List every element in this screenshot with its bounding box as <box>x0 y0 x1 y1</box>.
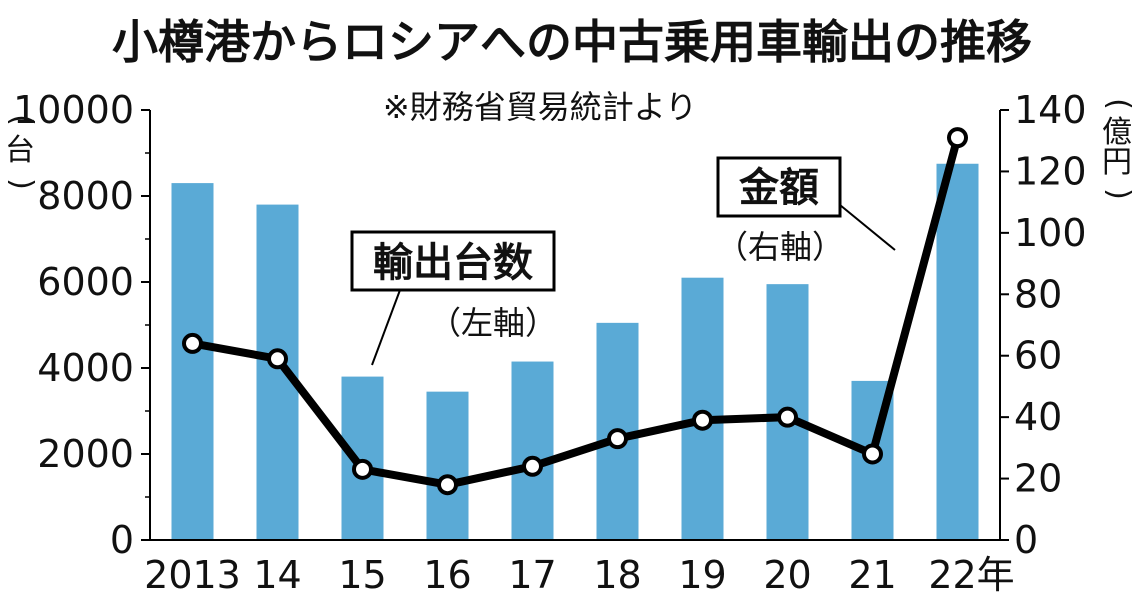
line-series <box>182 127 968 496</box>
bar-16 <box>426 391 469 540</box>
callout-amount-axis-note: （右軸） <box>716 228 844 266</box>
bar-series <box>171 163 979 540</box>
chart-subtitle: ※財務省貿易統計より <box>383 88 697 126</box>
right-unit-char: ( <box>1101 98 1136 110</box>
right-tick-label: 60 <box>1014 334 1062 378</box>
x-label-18: 18 <box>593 553 641 597</box>
amount-point-15 <box>352 458 373 480</box>
amount-point-19 <box>692 409 713 431</box>
left-tick-label: 6000 <box>37 260 134 304</box>
chart-title: 小樽港からロシアへの中古乗用車輸出の推移 <box>112 15 1032 69</box>
callout-amount-label: 金額 <box>738 165 819 211</box>
amount-point-14 <box>267 348 288 370</box>
callout-unit-count: 輸出台数 （左軸） <box>350 230 557 366</box>
right-tick-label: 20 <box>1014 457 1062 501</box>
x-label-22: 22年 <box>928 553 1014 597</box>
left-axis-labels: 0 2000 4000 6000 8000 10000( 台) <box>4 88 134 562</box>
callout-count-label: 輸出台数 <box>373 240 533 286</box>
amount-point-17 <box>522 455 543 477</box>
x-axis-labels: 2013 14 15 16 17 18 19 20 21 22年 <box>144 553 1015 597</box>
left-tick-label: 0 <box>110 518 134 562</box>
left-tick-label: 4000 <box>37 346 134 390</box>
x-label-15: 15 <box>338 553 386 597</box>
axes <box>141 109 1009 541</box>
callout-amount-pointer <box>839 204 896 251</box>
left-tick-label: 2000 <box>37 432 134 476</box>
left-axis-unit: ( 台) <box>4 114 39 190</box>
callout-count-axis-note: （左軸） <box>429 304 557 342</box>
amount-point-16 <box>437 474 458 496</box>
bar-15 <box>341 376 384 540</box>
x-label-20: 20 <box>763 553 811 597</box>
amount-line <box>191 136 962 489</box>
right-unit-char: 億 <box>1102 115 1132 150</box>
left-tick-label: 10000 <box>13 88 134 132</box>
right-tick-label: 100 <box>1014 211 1087 255</box>
callout-amount-box <box>716 156 842 218</box>
callout-amount: 金額 （右軸） <box>716 156 896 266</box>
x-label-14: 14 <box>253 553 301 597</box>
right-tick-label: 80 <box>1014 272 1062 316</box>
right-axis-labels: 0 20 40 60 80 100 120 140 ( 億円) <box>1014 88 1136 562</box>
right-tick-label: 40 <box>1014 395 1062 439</box>
right-axis-unit: ( 億円) <box>1101 98 1136 200</box>
right-tick-label: 140 <box>1014 88 1087 132</box>
right-unit-char: 円 <box>1102 145 1132 180</box>
bar-19 <box>681 277 724 540</box>
x-label-21: 21 <box>848 553 896 597</box>
amount-point-21 <box>862 443 883 465</box>
left-unit-char: 台 <box>5 133 35 168</box>
bar-22 <box>936 163 979 540</box>
x-label-17: 17 <box>508 553 556 597</box>
right-tick-label: 0 <box>1014 518 1038 562</box>
bar-2013 <box>171 183 214 540</box>
left-unit-char: ( <box>4 114 39 126</box>
left-unit-char: ) <box>4 178 39 190</box>
x-label-19: 19 <box>678 553 726 597</box>
x-label-2013: 2013 <box>144 553 241 597</box>
amount-point-22 <box>947 127 968 149</box>
callout-count-pointer <box>371 289 401 366</box>
callout-count-box <box>350 230 556 292</box>
right-unit-char: ) <box>1101 188 1136 200</box>
x-label-16: 16 <box>423 553 471 597</box>
amount-point-18 <box>607 428 628 450</box>
bar-17 <box>511 361 554 540</box>
amount-point-20 <box>777 406 798 428</box>
left-tick-label: 8000 <box>37 174 134 218</box>
right-tick-label: 120 <box>1014 149 1087 193</box>
amount-point-2013 <box>182 332 203 354</box>
